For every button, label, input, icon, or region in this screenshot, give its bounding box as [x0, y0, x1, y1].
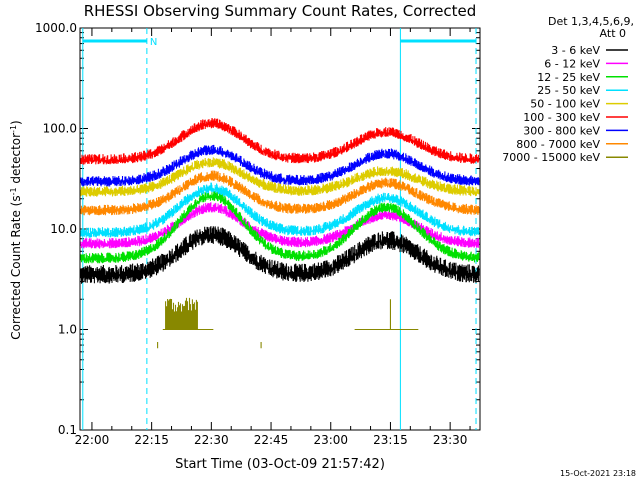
x-tick-label: 22:30: [194, 433, 229, 447]
series-group: [80, 157, 480, 197]
series-line: [80, 170, 480, 216]
data-layer: N: [80, 28, 480, 430]
series-line: [80, 182, 480, 238]
series-group: [80, 144, 480, 187]
legend-entry: 100 - 300 keV: [523, 111, 600, 124]
x-tick-label: 23:00: [313, 433, 348, 447]
series-group-7000-15000: [157, 297, 419, 349]
legend-entry: 25 - 50 keV: [537, 84, 600, 97]
legend-entry: 3 - 6 keV: [551, 44, 600, 57]
legend-entry: 300 - 800 keV: [523, 124, 600, 137]
legend-entry: 7000 - 15000 keV: [502, 151, 600, 164]
series-group: [80, 170, 480, 216]
series-line: [80, 157, 480, 197]
x-axis-label: Start Time (03-Oct-09 21:57:42): [175, 457, 385, 472]
legend-entry: 6 - 12 keV: [544, 57, 600, 70]
legend-entry: 800 - 7000 keV: [516, 138, 600, 151]
series-line: [80, 118, 480, 165]
axes: 1000.0 100.0 10.0 1.0 0.122:00 22:15 22:30 22:4…: [35, 21, 481, 447]
x-tick-label: 22:15: [134, 433, 169, 447]
y-axis-label: Corrected Count Rate (s-1 detector-1): [9, 120, 23, 339]
footer-timestamp: 15-Oct-2021 23:18: [560, 469, 636, 478]
series-group: [80, 226, 480, 284]
series-line: [80, 190, 480, 264]
y-tick-label: 1.0: [58, 323, 77, 337]
y-tick-label: 100.0: [43, 122, 77, 136]
legend-entry: 12 - 25 keV: [537, 71, 600, 84]
y-tick-label: 1000.0: [35, 21, 77, 35]
legend-entry: 50 - 100 keV: [530, 98, 600, 111]
series-line-spikes: [157, 297, 419, 349]
night-label: N: [150, 37, 157, 48]
x-tick-label: 22:00: [75, 433, 110, 447]
x-tick-label: 23:30: [433, 433, 468, 447]
legend-header: Det 1,3,4,5,6,9,: [548, 15, 634, 28]
x-tick-label: 22:45: [254, 433, 289, 447]
legend-header-att: Att 0: [600, 27, 626, 40]
series-group: [80, 190, 480, 264]
y-tick-label: 10.0: [50, 222, 77, 236]
y-tick-label: 0.1: [58, 423, 77, 437]
series-line: [80, 226, 480, 284]
series-group: [80, 182, 480, 238]
series-line: [80, 144, 480, 187]
series-group: [80, 118, 480, 165]
x-tick-label: 23:15: [373, 433, 408, 447]
chart-title: RHESSI Observing Summary Count Rates, Co…: [84, 2, 477, 20]
